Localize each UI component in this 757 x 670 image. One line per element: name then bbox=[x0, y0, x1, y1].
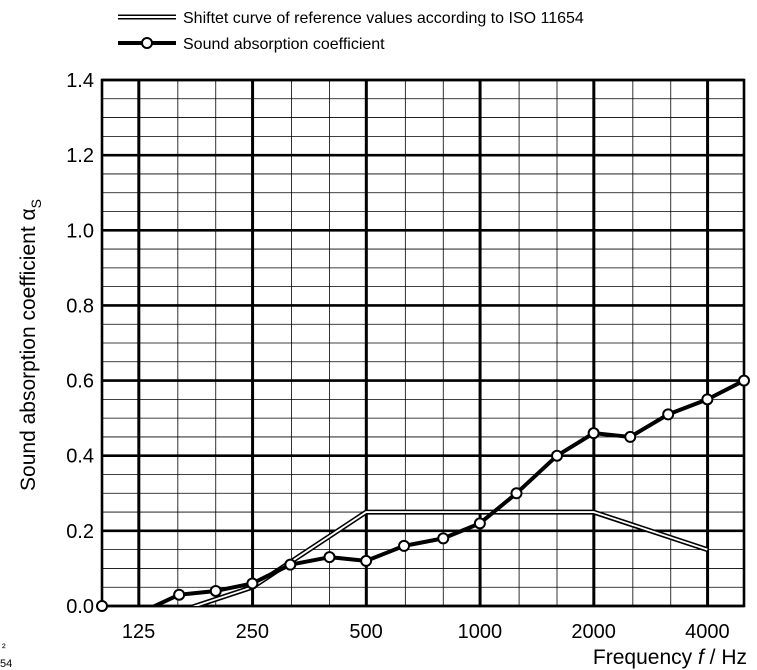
absorption-data-point bbox=[662, 408, 675, 421]
legend-swatch-marker bbox=[141, 37, 153, 49]
absorption-data-point bbox=[624, 430, 637, 443]
y-tick-label: 0.0 bbox=[66, 596, 94, 618]
absorption-data-point bbox=[738, 374, 750, 387]
x-tick-label: 2000 bbox=[571, 621, 616, 643]
absorption-data-point bbox=[246, 577, 259, 590]
absorption-data-point bbox=[437, 532, 450, 545]
x-axis-title: Frequency f / Hz bbox=[593, 646, 747, 669]
x-tick-label: 250 bbox=[236, 621, 269, 643]
series-layer bbox=[96, 374, 750, 612]
minor-grid bbox=[101, 79, 744, 607]
absorption-data-point bbox=[551, 449, 564, 462]
absorption-data-point bbox=[323, 551, 336, 564]
y-tick-label: 1.0 bbox=[66, 220, 94, 242]
y-tick-label: 1.4 bbox=[66, 70, 94, 92]
absorption-data-point bbox=[284, 558, 297, 571]
absorption-data-point bbox=[473, 517, 486, 530]
reference-curve-inner bbox=[192, 511, 708, 606]
legend-label-reference: Shiftet curve of reference values accord… bbox=[183, 10, 584, 27]
legend-item-reference: Shiftet curve of reference values accord… bbox=[118, 10, 584, 27]
absorption-data-point bbox=[587, 427, 600, 440]
x-tick-label: 125 bbox=[122, 621, 155, 643]
x-tick-label: 1000 bbox=[458, 621, 503, 643]
stray-mark-number: 54 bbox=[0, 658, 12, 670]
major-grid bbox=[100, 78, 746, 608]
absorption-data-point bbox=[209, 584, 222, 597]
y-tick-label: 0.6 bbox=[66, 371, 94, 393]
absorption-data-point bbox=[173, 588, 186, 601]
absorption-curve-line bbox=[102, 378, 744, 606]
y-tick-label: 0.2 bbox=[66, 521, 94, 543]
x-tick-labels: 125 250 500 1000 2000 4000 bbox=[122, 621, 730, 643]
legend-item-absorption: Sound absorption coefficient bbox=[118, 36, 385, 53]
plot-frame bbox=[100, 78, 746, 608]
y-axis-title: Sound absorption coefficient αS bbox=[17, 199, 44, 491]
legend-label-absorption: Sound absorption coefficient bbox=[183, 36, 385, 53]
x-tick-label: 500 bbox=[349, 621, 382, 643]
absorption-data-point bbox=[96, 600, 108, 612]
absorption-data-point bbox=[398, 539, 411, 552]
stray-mark-superscript: ² bbox=[2, 642, 6, 654]
legend: Shiftet curve of reference values accord… bbox=[118, 10, 584, 53]
x-tick-label: 4000 bbox=[685, 621, 730, 643]
y-tick-label: 0.4 bbox=[66, 446, 94, 468]
y-tick-labels: 0.0 0.2 0.4 0.6 0.8 1.0 1.2 1.4 bbox=[66, 70, 94, 618]
absorption-data-point bbox=[510, 487, 523, 500]
absorption-data-point bbox=[701, 393, 714, 406]
absorption-data-point bbox=[360, 554, 373, 567]
y-tick-label: 1.2 bbox=[66, 145, 94, 167]
y-tick-label: 0.8 bbox=[66, 295, 94, 317]
